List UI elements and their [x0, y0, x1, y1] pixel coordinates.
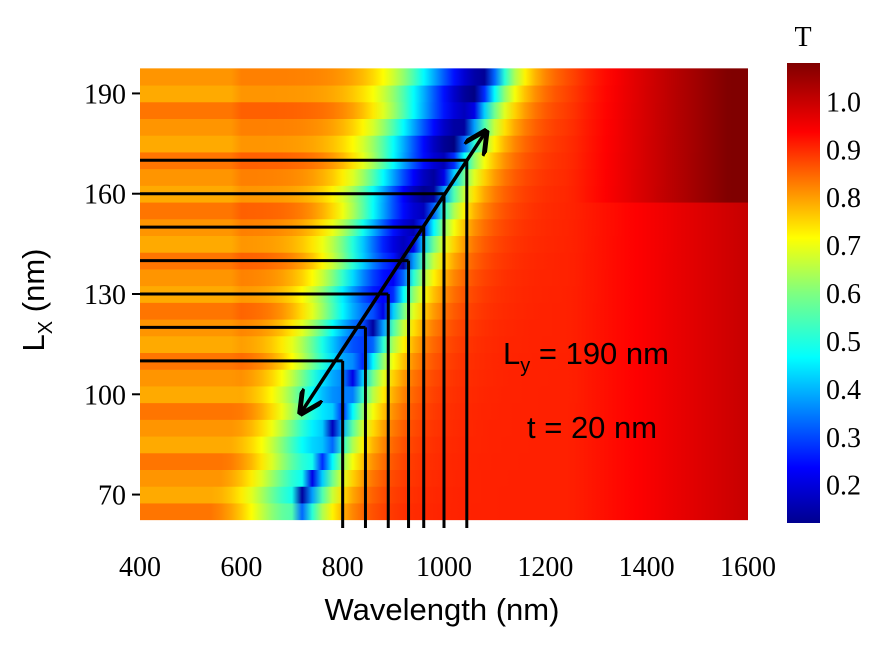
x-tick-label: 1200 — [517, 552, 573, 583]
annotation-ly: Ly = 190 nm — [503, 336, 669, 377]
colorbar-tick-label: 0.2 — [826, 471, 861, 502]
colorbar — [787, 63, 820, 523]
annotation-thickness: t = 20 nm — [527, 410, 657, 445]
colorbar-tick-label: 0.4 — [826, 375, 861, 406]
heatmap-cell-row — [140, 135, 748, 153]
heatmap-cell-row — [140, 68, 748, 86]
x-axis-ticks: 400 600 800 1000 1200 1400 1600 — [119, 552, 776, 583]
x-tick-label: 1600 — [720, 552, 776, 583]
x-tick-label: 1000 — [416, 552, 472, 583]
y-axis-label-sub: X — [35, 321, 57, 334]
colorbar-ticks: 1.0 0.9 0.8 0.7 0.6 0.5 0.4 0.3 0.2 — [826, 87, 861, 501]
y-axis-label: LX (nm) — [16, 249, 57, 352]
heatmap-cell-row — [140, 118, 748, 136]
annotation-ly-rest: = 190 nm — [530, 336, 669, 371]
y-axis-ticks: 70 100 130 160 190 — [84, 79, 140, 512]
x-tick-label: 600 — [220, 552, 262, 583]
colorbar-tick-label: 0.9 — [826, 135, 861, 166]
annotation-ly-sub: y — [520, 355, 530, 377]
y-axis-label-main: L — [16, 334, 51, 351]
y-tick-label: 190 — [84, 79, 126, 110]
colorbar-tick-label: 0.8 — [826, 183, 861, 214]
heatmap-cell-row — [140, 85, 748, 103]
annotation-ly-main: L — [503, 336, 520, 371]
heatmap-cell-row — [140, 168, 748, 186]
colorbar-tick-label: 0.3 — [826, 423, 861, 454]
trend-arrow — [302, 134, 484, 411]
heatmap-row — [140, 101, 748, 119]
heatmap-row — [140, 85, 748, 103]
x-tick-label: 800 — [322, 552, 364, 583]
colorbar-tick-label: 0.7 — [826, 231, 861, 262]
y-axis-label-unit: (nm) — [16, 249, 51, 321]
y-tick-label: 70 — [98, 481, 126, 512]
heatmap-cell-row — [140, 101, 748, 119]
y-tick-label: 130 — [84, 280, 126, 311]
y-tick-label: 100 — [84, 380, 126, 411]
colorbar-tick-label: 1.0 — [826, 87, 861, 118]
svg-text:LX (nm): LX (nm) — [16, 249, 57, 352]
heatmap-row — [140, 118, 748, 136]
heatmap-row — [140, 135, 748, 153]
colorbar-tick-label: 0.5 — [826, 327, 861, 358]
y-tick-label: 160 — [84, 180, 126, 211]
colorbar-title: T — [794, 22, 811, 53]
colorbar-tick-label: 0.6 — [826, 279, 861, 310]
x-axis-label: Wavelength (nm) — [325, 592, 560, 627]
x-tick-label: 1400 — [619, 552, 675, 583]
heatmap-row — [140, 168, 748, 186]
x-tick-label: 400 — [119, 552, 161, 583]
heatmap-row — [140, 68, 748, 86]
